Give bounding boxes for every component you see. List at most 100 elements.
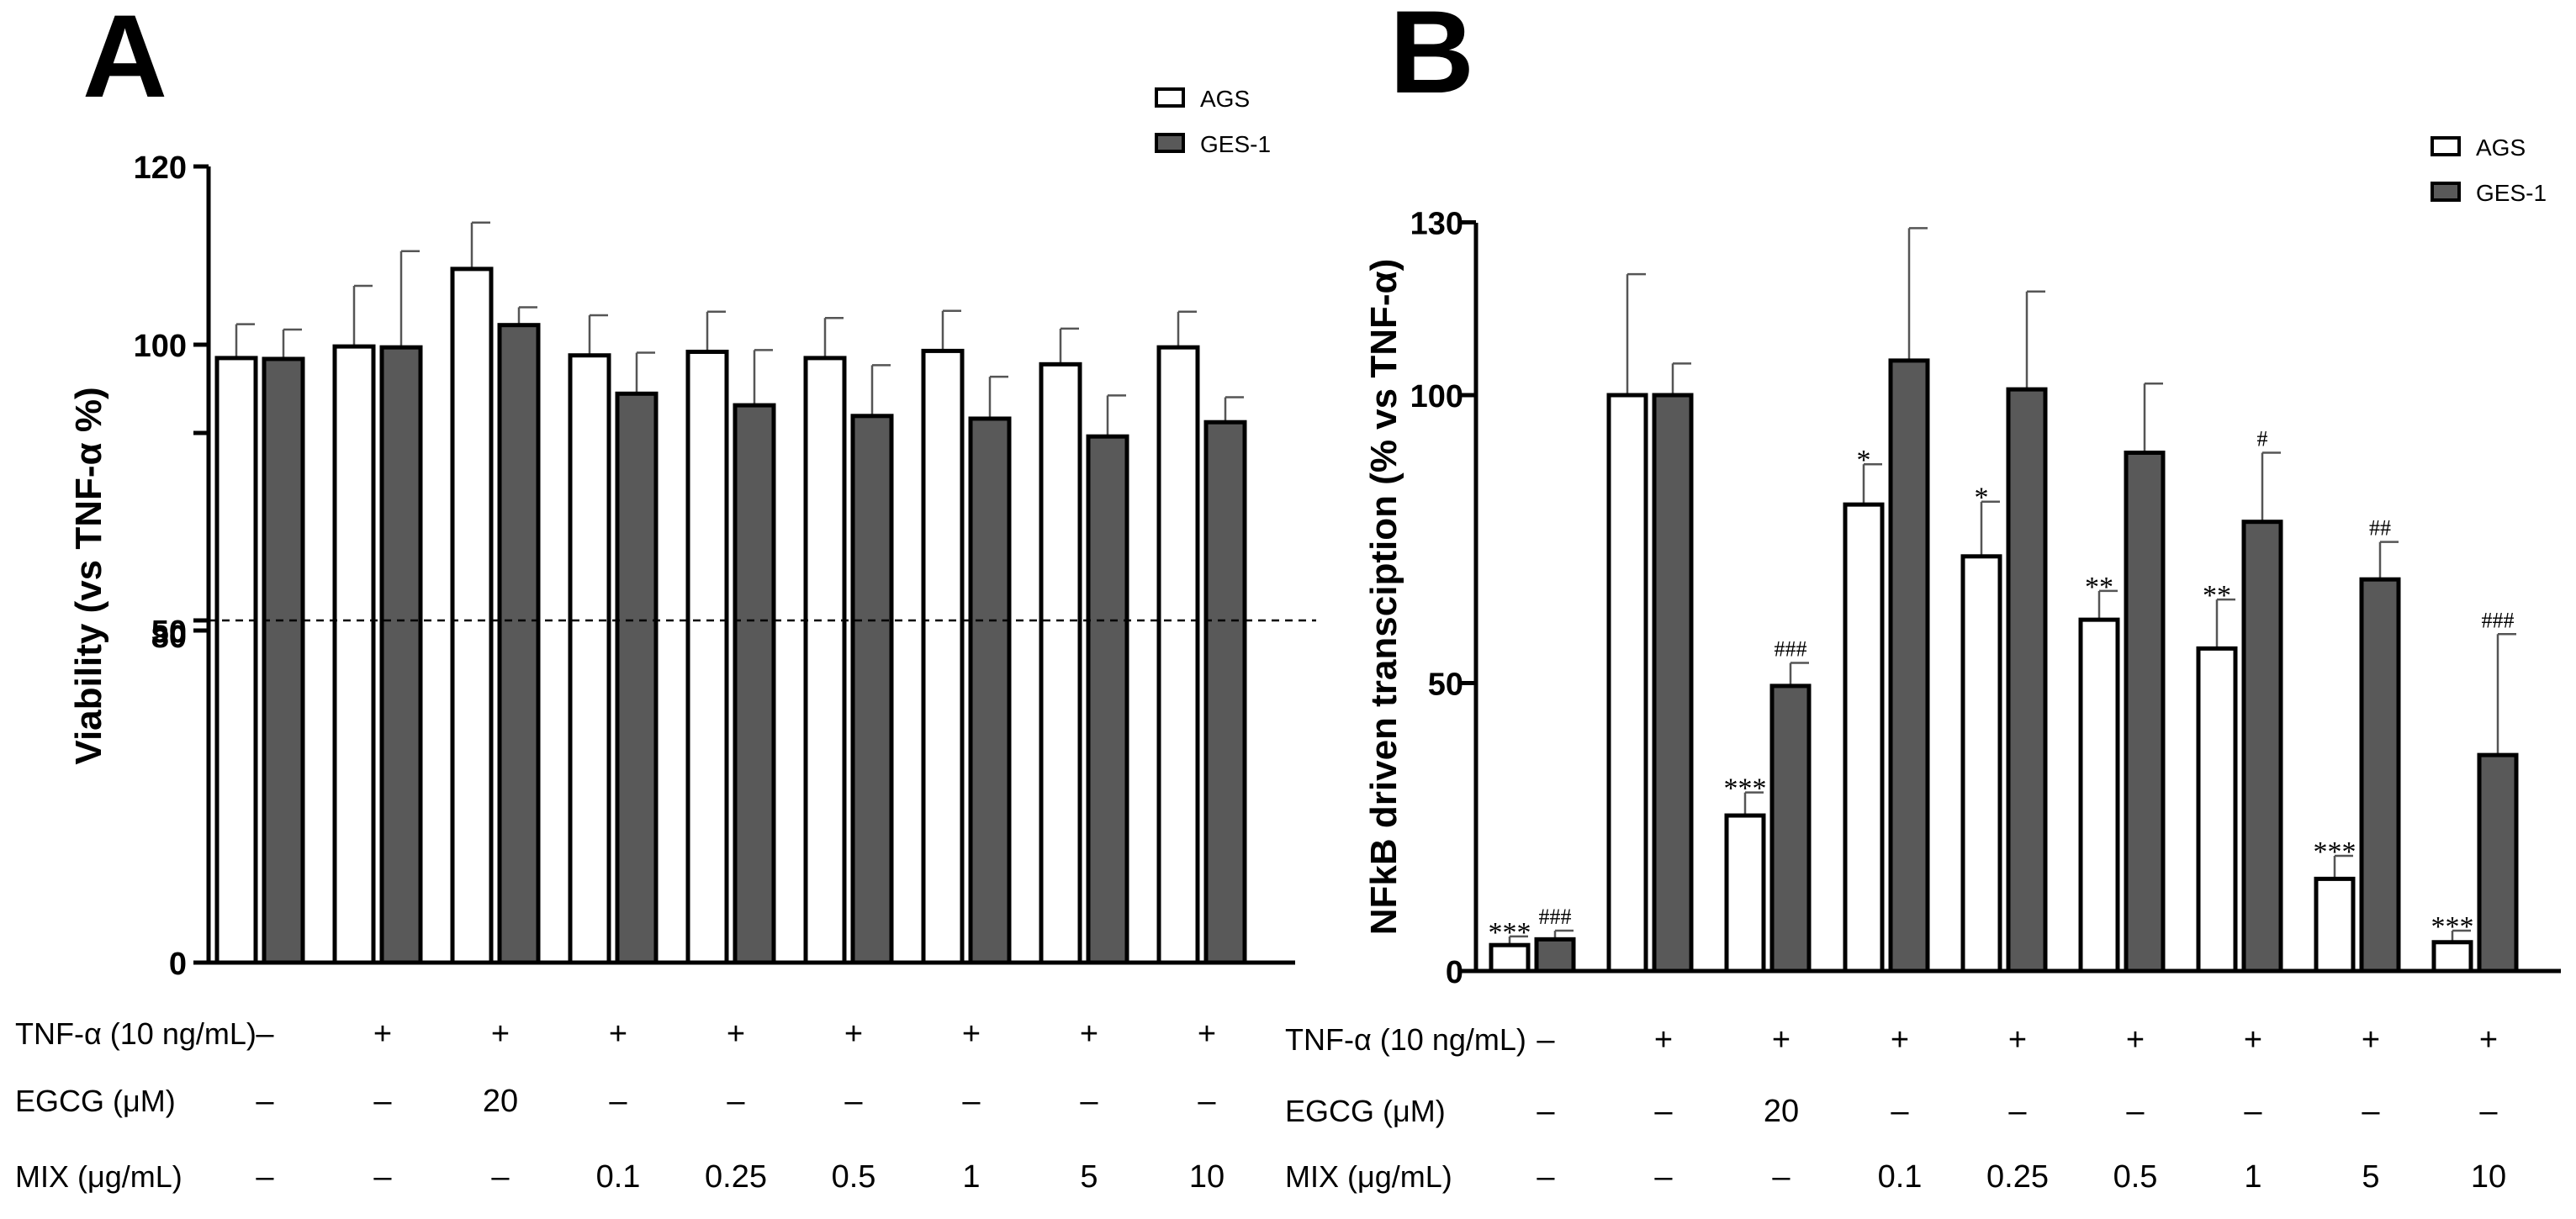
bar-ags-4 (568, 353, 611, 965)
treatment-value-2-4: – (609, 1084, 627, 1119)
treatment-value-3-4: 0.1 (596, 1159, 641, 1195)
bar-ges1-5 (733, 403, 776, 965)
bar-ags-8 (2314, 876, 2356, 974)
y-tick-label-0: 0 (1446, 955, 1463, 990)
treatment-value-1-1: – (1537, 1022, 1555, 1058)
bar-ags-5 (1960, 554, 2002, 974)
treatment-value-2-9: – (2479, 1094, 2498, 1129)
treatment-value-2-1: – (1537, 1094, 1555, 1129)
treatment-value-2-4: – (1891, 1094, 1909, 1129)
bar-ges1-1 (1534, 937, 1576, 974)
treatment-value-2-8: – (1080, 1084, 1098, 1119)
legend-label-ags: AGS (2476, 135, 2526, 161)
significance-mark-ags-7: ** (2203, 580, 2231, 611)
treatment-value-1-4: + (609, 1016, 627, 1052)
bar-ges1-6 (2124, 451, 2166, 974)
bar-ags-4 (1843, 502, 1885, 974)
treatment-value-3-7: 1 (962, 1159, 980, 1195)
significance-mark-ges1-9: ### (2482, 608, 2515, 632)
bar-ges1-6 (850, 414, 894, 965)
significance-mark-ges1-7: # (2257, 427, 2268, 451)
significance-mark-ges1-1: ### (1539, 905, 1572, 929)
treatment-value-3-8: 5 (2362, 1159, 2379, 1195)
treatment-value-3-5: 0.25 (705, 1159, 767, 1195)
treatment-value-3-3: – (491, 1159, 510, 1195)
treatment-value-2-9: – (1198, 1084, 1216, 1119)
treatment-value-2-8: – (2362, 1094, 2380, 1129)
treatment-value-3-6: 0.5 (2113, 1159, 2158, 1195)
treatment-value-1-6: + (2126, 1022, 2145, 1058)
y-tick-label-120: 120 (134, 150, 187, 186)
bar-ges1-8 (2359, 577, 2401, 974)
treatment-value-1-8: + (1080, 1016, 1098, 1052)
panel-b: B***###***###**** **#***##***###050100130… (1285, 0, 2561, 1195)
bar-ags-2 (332, 344, 376, 965)
treatment-value-2-5: – (727, 1084, 745, 1119)
treatment-value-2-1: – (256, 1084, 274, 1119)
bar-ges1-1 (262, 356, 305, 965)
treatment-value-2-6: – (2126, 1094, 2145, 1129)
treatment-value-1-3: + (1772, 1022, 1791, 1058)
legend-swatch-ags (1155, 87, 1185, 108)
bar-ges1-9 (1203, 420, 1247, 965)
bar-ges1-7 (2241, 520, 2283, 974)
bar-ags-2 (1606, 393, 1648, 974)
legend-label-ges-1: GES-1 (1200, 131, 1271, 157)
treatment-value-3-2: – (373, 1159, 392, 1195)
bar-ags-9 (2431, 940, 2473, 974)
bar-ags-1 (1489, 942, 1531, 974)
treatment-value-1-3: + (491, 1016, 510, 1052)
bar-ags-5 (685, 349, 729, 965)
treatment-row-label-2: EGCG (μM) (15, 1084, 176, 1118)
treatment-row-label-3: MIX (μg/mL) (1285, 1159, 1452, 1194)
bar-ges1-5 (2006, 387, 2048, 974)
treatment-value-2-7: – (2244, 1094, 2262, 1129)
significance-mark-ags-3: *** (1724, 773, 1767, 805)
legend-swatch-ges-1 (1155, 133, 1185, 153)
bar-ags-6 (803, 356, 847, 965)
treatment-value-2-3: 20 (1764, 1094, 1799, 1129)
legend-swatch-ags (2431, 136, 2461, 156)
significance-mark-ags-8: *** (2314, 836, 2356, 868)
panel-label: B (1389, 0, 1474, 118)
significance-mark-ags-9: *** (2431, 911, 2474, 942)
bar-ags-3 (1724, 813, 1766, 974)
bar-ags-6 (2078, 617, 2120, 974)
y-tick-label-100: 100 (1410, 379, 1463, 414)
bar-ges1-4 (615, 391, 659, 965)
treatment-value-1-7: + (2244, 1022, 2262, 1058)
treatment-value-3-9: 10 (1189, 1159, 1225, 1195)
treatment-value-1-1: – (256, 1016, 274, 1052)
bar-ags-7 (2196, 646, 2238, 974)
bar-ges1-2 (1652, 393, 1694, 974)
treatment-value-3-4: 0.1 (1878, 1159, 1923, 1195)
significance-mark-ags-1: *** (1489, 917, 1531, 948)
bar-ges1-7 (968, 416, 1012, 965)
bar-ags-8 (1039, 361, 1082, 965)
treatment-row-label-2: EGCG (μM) (1285, 1094, 1446, 1128)
bar-ges1-3 (497, 323, 541, 965)
bar-ges1-8 (1086, 434, 1129, 965)
treatment-value-1-5: + (727, 1016, 745, 1052)
treatment-value-3-2: – (1654, 1159, 1673, 1195)
treatment-value-2-5: – (2008, 1094, 2027, 1129)
treatment-value-3-8: 5 (1080, 1159, 1098, 1195)
treatment-value-3-9: 10 (2471, 1159, 2506, 1195)
treatment-value-3-5: 0.25 (1986, 1159, 2049, 1195)
significance-mark-ges1-3: ### (1775, 637, 1807, 662)
legend-label-ges-1: GES-1 (2476, 180, 2547, 206)
y-axis-title: Viability (vs TNF-α %) (68, 387, 109, 764)
y-axis-title: NFkB driven transciption (% vs TNF-α) (1363, 259, 1404, 935)
panel-label: A (82, 0, 167, 122)
treatment-value-3-6: 0.5 (832, 1159, 876, 1195)
significance-mark-ges1-8: ## (2369, 516, 2391, 541)
treatment-value-1-5: + (2008, 1022, 2027, 1058)
significance-mark-ags-4: * (1857, 445, 1871, 476)
legend-swatch-ges-1 (2431, 182, 2461, 202)
bar-ges1-2 (379, 345, 423, 965)
treatment-value-2-2: – (373, 1084, 392, 1119)
y-tick-label-100: 100 (134, 329, 187, 364)
treatment-value-3-1: – (256, 1159, 274, 1195)
